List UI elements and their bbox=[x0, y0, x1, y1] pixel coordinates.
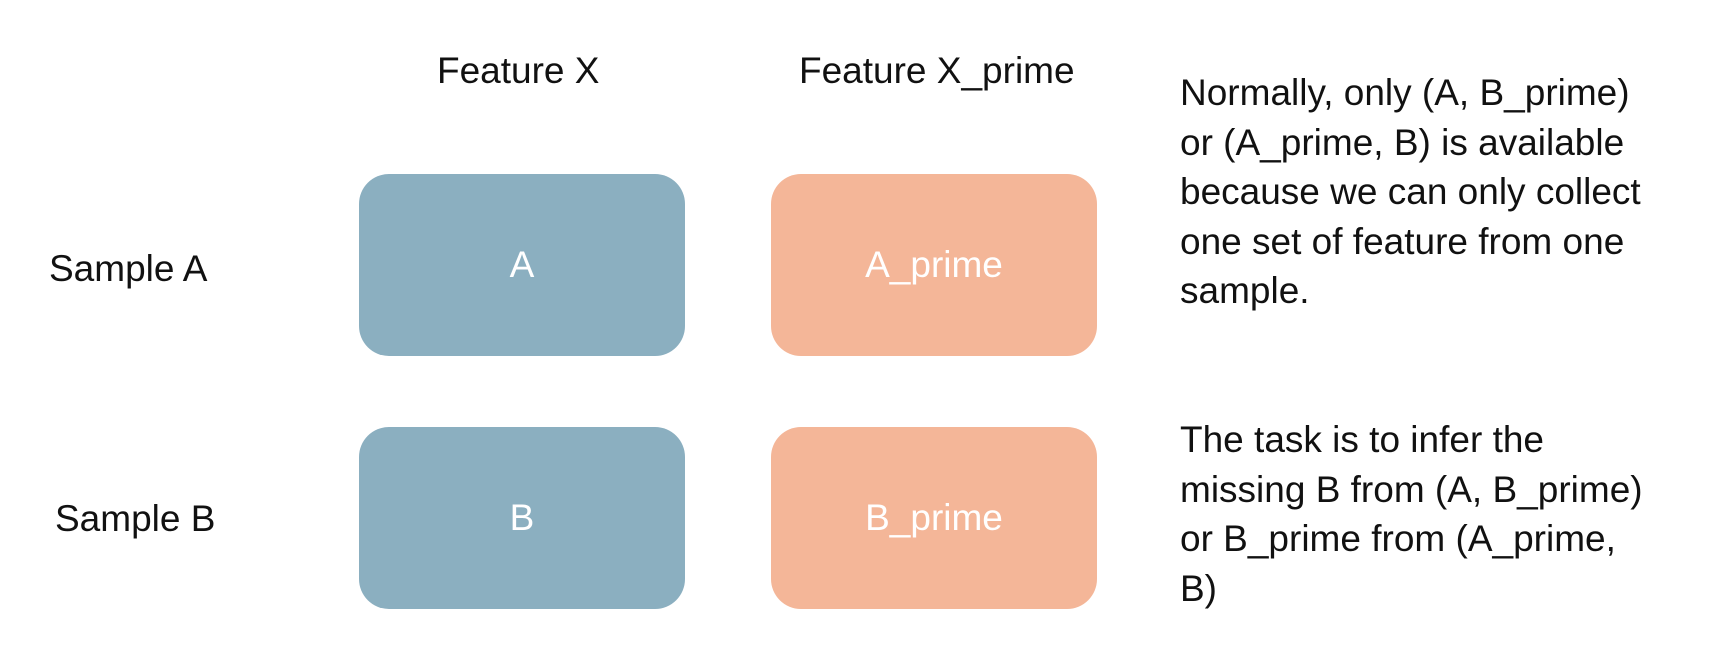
column-header-feature-x: Feature X bbox=[437, 50, 600, 91]
row-label-sample-b: Sample B bbox=[55, 498, 216, 539]
cell-a-prime: A_prime bbox=[771, 174, 1097, 356]
cell-a: A bbox=[359, 174, 685, 356]
availability-note: Normally, only (A, B_prime) or (A_prime,… bbox=[1180, 72, 1641, 311]
column-header-feature-x-prime: Feature X_prime bbox=[799, 50, 1075, 91]
cell-b-prime: B_prime bbox=[771, 427, 1097, 609]
cell-a-prime-label: A_prime bbox=[865, 244, 1003, 285]
cell-b: B bbox=[359, 427, 685, 609]
cell-b-prime-label: B_prime bbox=[865, 497, 1003, 538]
cell-b-label: B bbox=[509, 497, 535, 538]
row-label-sample-a: Sample A bbox=[49, 248, 208, 289]
task-note: The task is to infer the missing B from … bbox=[1180, 419, 1643, 609]
cell-a-label: A bbox=[509, 244, 535, 285]
